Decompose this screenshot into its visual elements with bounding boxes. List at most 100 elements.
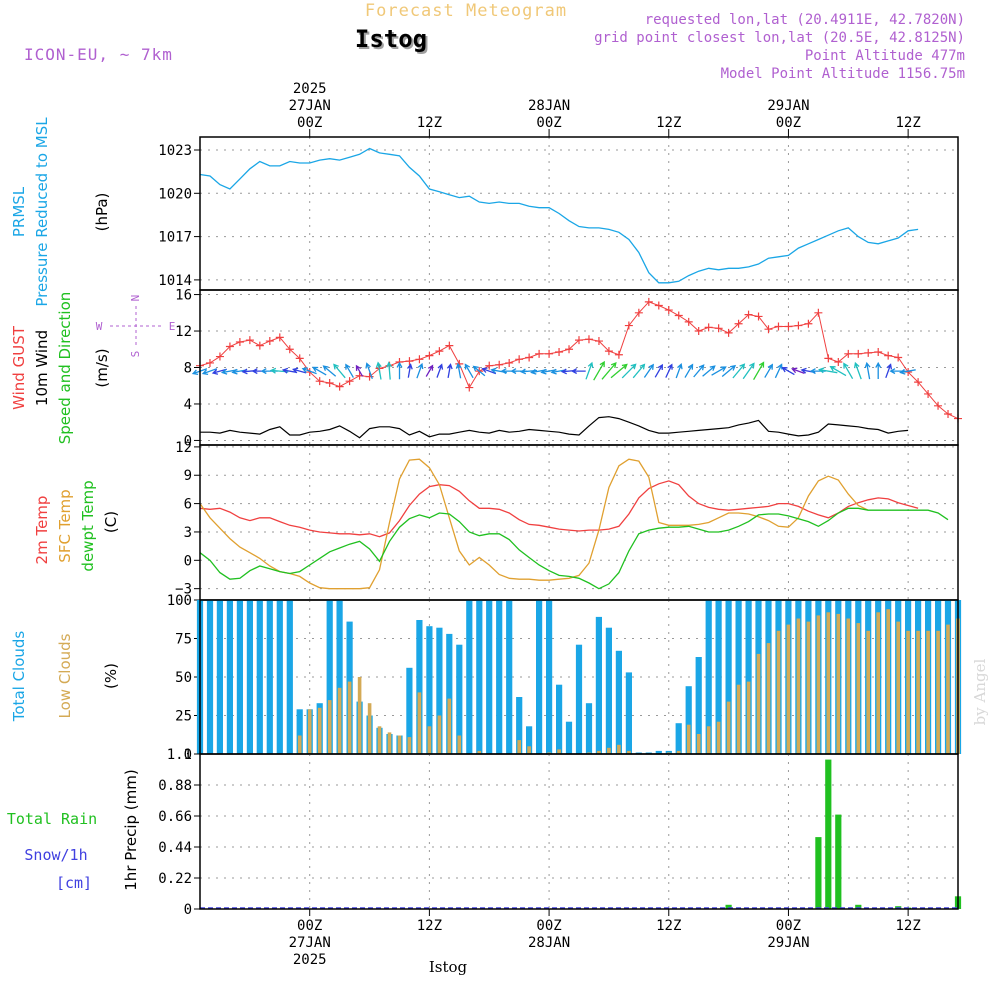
wind-direction-arrow [355,364,364,377]
wind-direction-arrow [396,361,403,380]
low-cloud-bar [936,630,940,754]
low-cloud-bar [816,615,821,754]
low-cloud-bar [357,677,362,754]
total-cloud-bar [496,600,503,754]
gust-marker [614,350,623,359]
gust-marker [694,327,703,336]
ytick-label: 0 [184,747,192,763]
wind-speed-line [200,416,909,439]
gust-marker [604,347,613,356]
total-cloud-bar [615,650,622,754]
low-cloud-bar [866,630,870,754]
low-cloud-bar [896,621,900,754]
pressure-line [199,147,919,284]
ytick-label: 1023 [158,143,192,159]
gust-marker [644,297,653,306]
total-cloud-bar [276,600,283,754]
temp-unit: (C) [102,511,120,533]
model-point-altitude: Model Point Altitude 1156.75m [721,66,965,82]
total-cloud-bar [456,644,463,754]
low-cloud-bar [427,726,432,754]
total-cloud-bar [565,721,573,754]
ytick-label: 0.88 [158,778,192,794]
wind-direction-arrow [416,362,424,379]
wind-direction-arrow [593,360,605,381]
wind-direction-arrow [818,367,838,374]
grid-point-coords: grid point closest lon,lat (20.5E, 42.81… [594,30,965,46]
wind-direction-arrow [774,363,783,379]
low-cloud-bar [926,630,930,754]
wind-direction-arrow [864,361,871,380]
gust-marker [824,354,833,363]
total-cloud-bar [296,709,303,754]
precip-unit: 1hr Precip (mm) [122,769,140,890]
prmsl-label: PRMSL [10,186,28,237]
gust-marker [265,337,274,346]
rain-bar [835,814,842,909]
gust-marker [664,306,673,315]
low-cloud-bar [597,750,601,754]
temp-2m-label: 2m Temp [33,496,51,565]
low-cloud-bar [706,726,711,754]
wind-unit: (m/s) [93,348,111,387]
bottom-time-label: 27JAN [289,935,331,951]
panel-temperature: −3 0 3 6 9 12 [175,440,959,601]
ytick-label: 0 [184,902,192,918]
bottom-time-label: 28JAN [528,935,570,951]
gust-marker [425,351,434,360]
wind-direction-arrow [436,363,444,378]
gust-line [199,301,959,420]
gust-marker [744,310,753,319]
low-cloud-bar [716,721,721,754]
wind-direction-arrow [472,365,486,377]
total-cloud-bar [546,600,553,754]
gust-marker [784,322,793,331]
low-cloud-bar [736,684,741,754]
ytick-label: 0.66 [158,809,192,825]
ytick-label: 9 [184,468,192,484]
total-cloud-bar [446,633,453,754]
low-cloud-bar [517,740,521,754]
gust-marker [485,361,494,370]
low-cloud-bar [377,726,382,754]
gust-marker [804,319,813,328]
total-cloud-bar [416,620,423,754]
gust-marker [545,349,554,358]
gust-marker [924,389,933,398]
top-time-label: 00Z [776,115,801,131]
forecast-meteogram-title: Forecast Meteogram [365,1,567,21]
wind-direction-arrow [322,365,337,377]
total-cloud-bar [336,600,343,754]
location-title-shadow: Istog [357,27,429,55]
total-cloud-bar [585,703,593,754]
low-cloud-bar [876,612,880,754]
total-cloud-bar [476,600,483,754]
wind-direction-arrow [711,366,727,376]
wind-direction-arrow [201,368,218,376]
ytick-label: 1017 [158,230,192,246]
top-time-label: 28JAN [528,98,570,114]
ytick-label: 12 [175,440,192,456]
bottom-time-label: 12Z [895,918,920,934]
low-cloud-bar [407,737,412,754]
footer-location: Istog [429,958,468,976]
low-cloud-bar [337,687,342,754]
total-cloud-bar [436,627,443,754]
top-time-label: 2025 [293,81,327,97]
low-cloud-bar [796,618,801,754]
low-cloud-bar [856,623,861,754]
gust-marker [654,301,663,310]
clouds-unit: (%) [102,663,120,689]
wind-direction-arrow [406,363,413,378]
ytick-label: 6 [184,497,192,513]
ytick-label: 0 [184,553,192,569]
low-cloud-bar [696,734,701,754]
panel-frame [199,444,959,601]
point-altitude: Point Altitude 477m [805,48,965,64]
gust-marker [854,349,863,358]
gust-marker [894,353,903,362]
wind-direction-arrow [481,367,497,375]
low-cloud-bar [806,621,811,754]
total-clouds-label: Total Clouds [10,631,28,723]
wind-10m-label: 10m Wind [33,330,51,406]
